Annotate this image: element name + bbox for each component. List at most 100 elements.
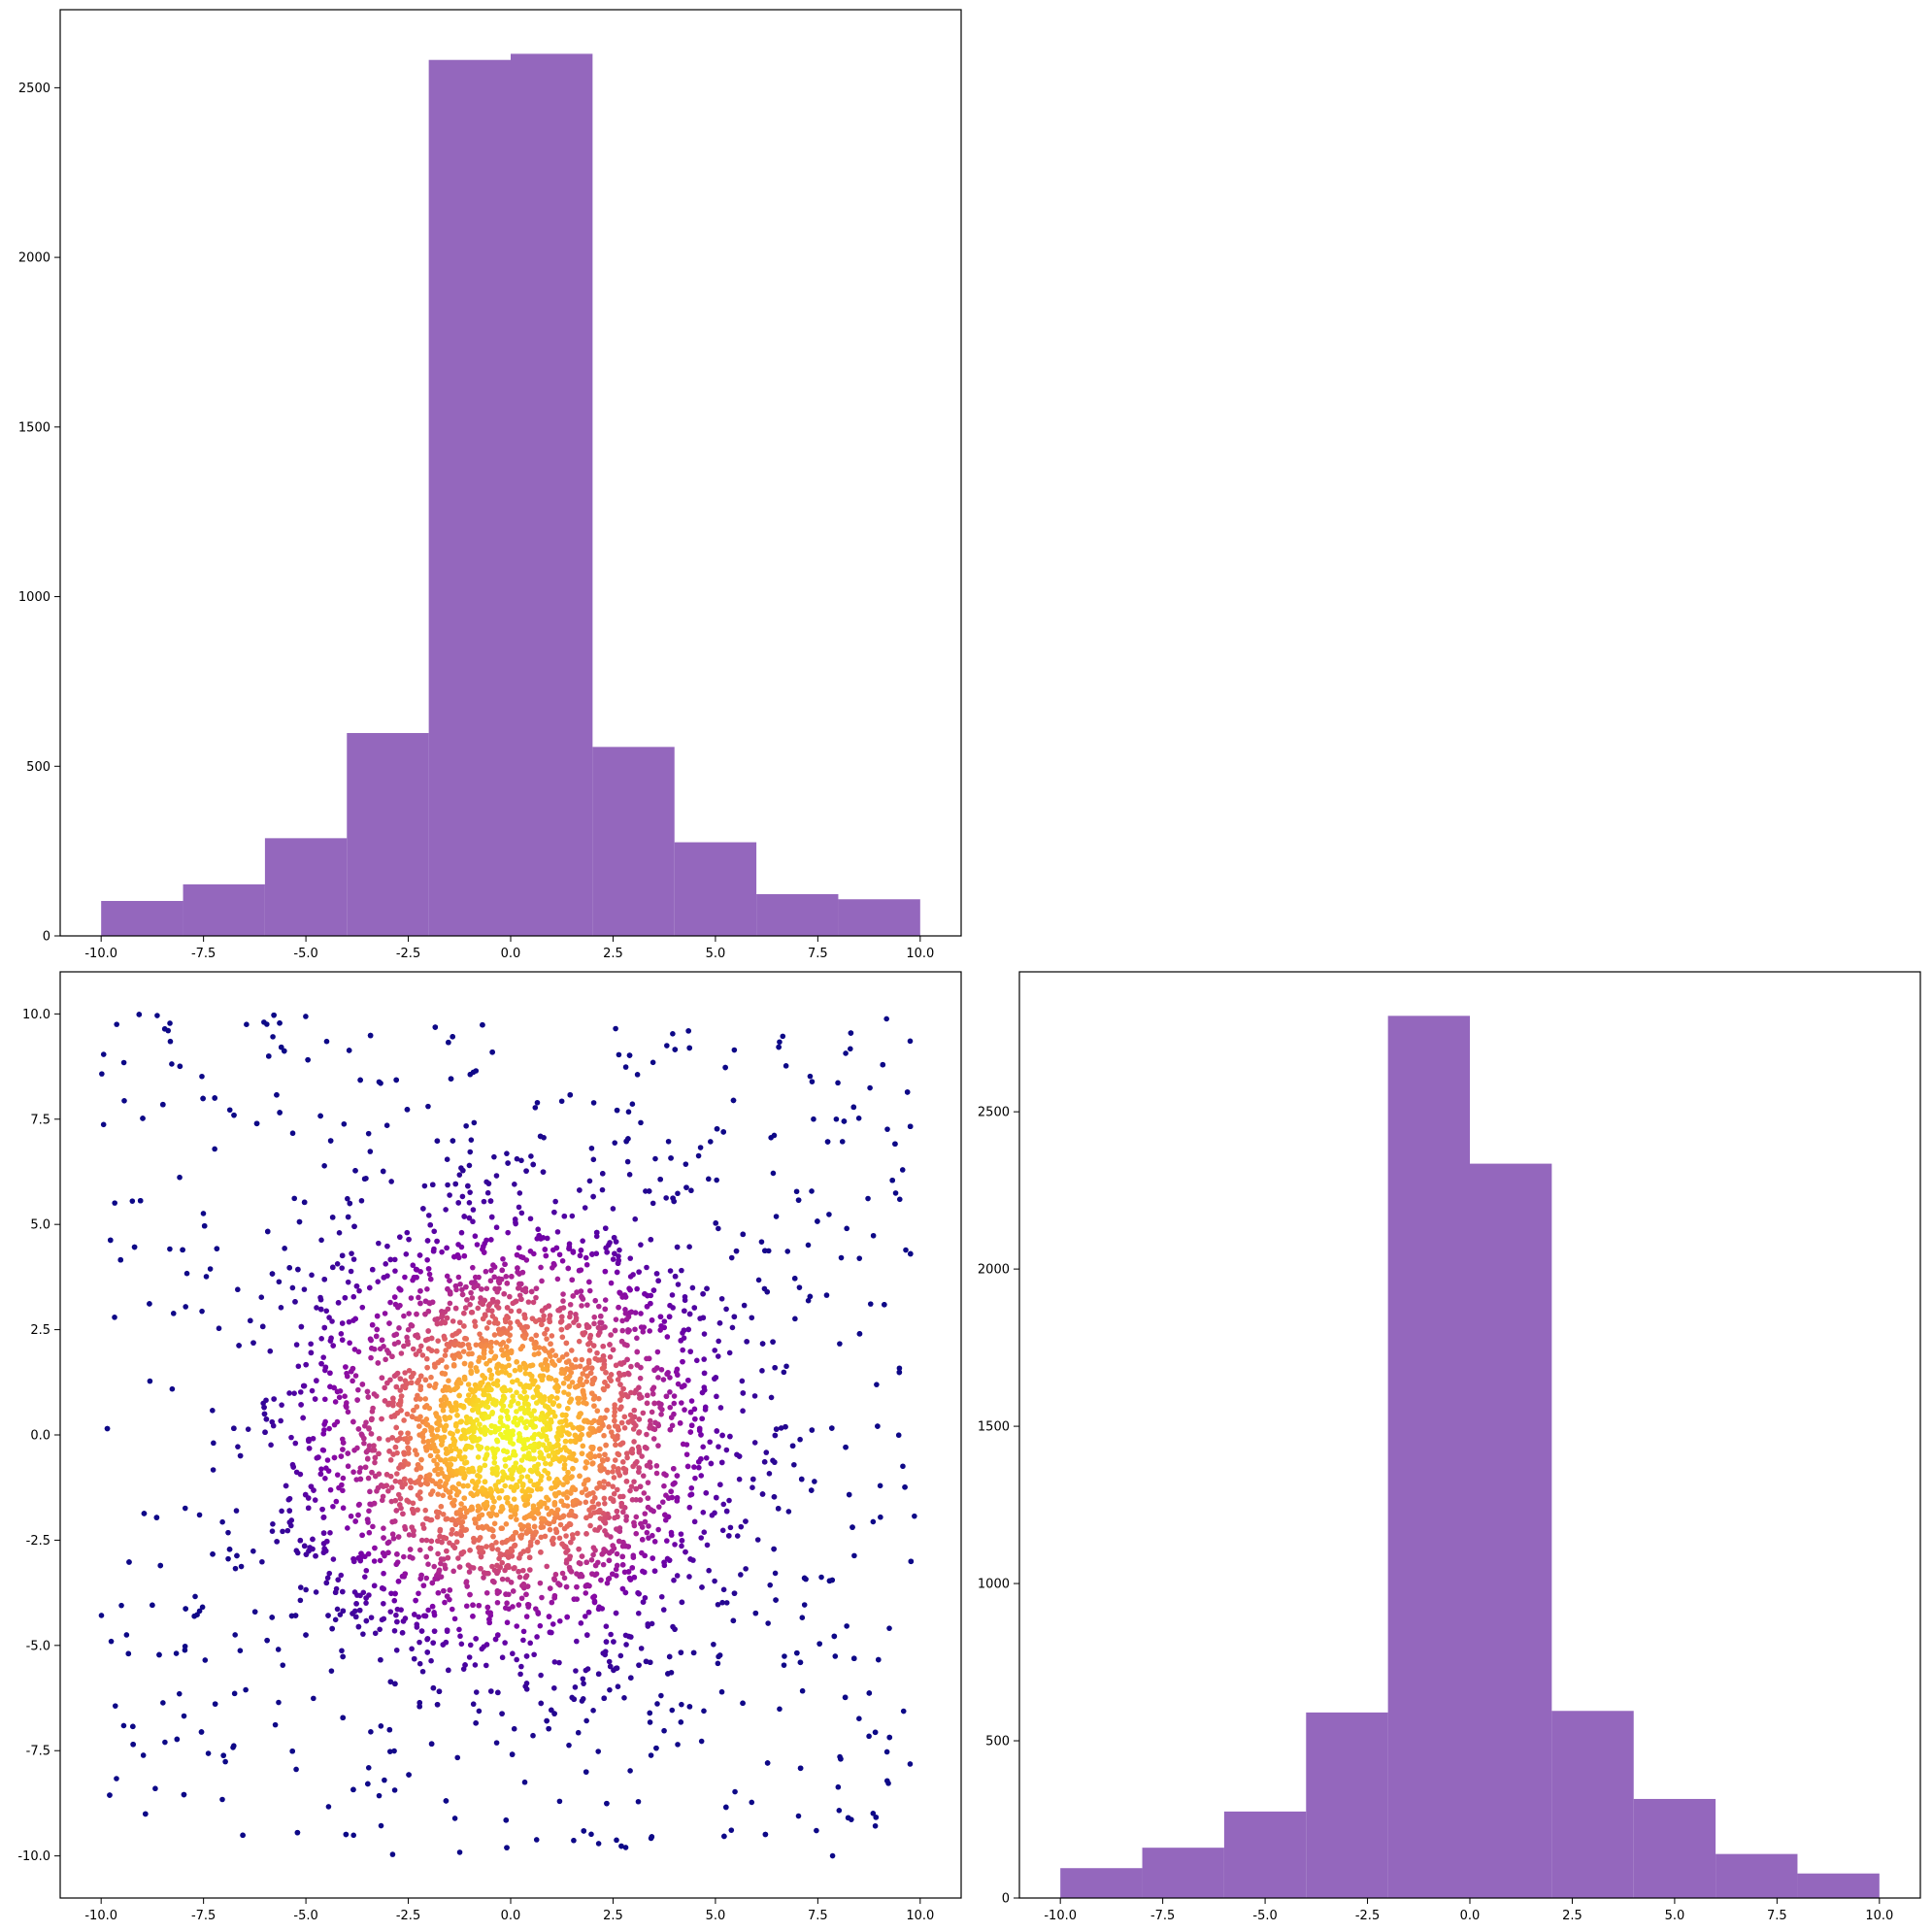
scatter-point <box>438 1504 445 1510</box>
scatter-point <box>492 1402 499 1408</box>
scatter-point <box>427 1546 434 1551</box>
scatter-point <box>896 1369 903 1376</box>
scatter-point <box>137 1197 144 1204</box>
scatter-point <box>503 1409 510 1416</box>
scatter-point <box>495 1370 502 1377</box>
scatter-point <box>663 1393 670 1400</box>
scatter-point <box>313 1589 319 1595</box>
scatter-point <box>351 1347 358 1352</box>
scatter-point <box>328 1668 335 1674</box>
scatter-point <box>608 1495 614 1502</box>
scatter-point <box>794 1649 800 1656</box>
scatter-point <box>483 1268 489 1275</box>
scatter-point <box>461 1505 468 1512</box>
scatter-point <box>599 1456 606 1463</box>
scatter-point <box>535 1350 542 1356</box>
scatter-point <box>484 1189 491 1196</box>
scatter-point <box>286 1495 293 1502</box>
scatter-point <box>150 1602 155 1609</box>
scatter-point <box>211 1440 217 1447</box>
scatter-point <box>219 1518 225 1525</box>
scatter-point <box>549 1485 554 1491</box>
scatter-point <box>678 1649 684 1655</box>
scatter-point <box>140 1116 146 1121</box>
scatter-point <box>507 1293 513 1300</box>
scatter-point <box>896 1196 903 1203</box>
scatter-point <box>536 1431 542 1438</box>
scatter-point <box>772 1570 779 1577</box>
scatter-point <box>483 1662 489 1669</box>
scatter-point <box>456 1849 463 1855</box>
scatter-point <box>320 1530 327 1536</box>
scatter-point <box>678 1531 684 1537</box>
scatter-point <box>612 1515 617 1521</box>
scatter-point <box>530 1732 536 1739</box>
scatter-point <box>842 1694 849 1701</box>
scatter-point <box>601 1695 608 1702</box>
scatter-point <box>809 1427 816 1433</box>
scatter-point <box>623 1316 630 1322</box>
scatter-point <box>454 1428 461 1434</box>
scatter-point <box>455 1489 462 1495</box>
scatter-point <box>596 1604 602 1611</box>
scatter-point <box>335 1300 342 1306</box>
scatter-point <box>342 1294 349 1301</box>
scatter-point <box>612 1327 618 1334</box>
scatter-point <box>200 1211 207 1216</box>
scatter-point <box>114 1021 119 1027</box>
scatter-point <box>439 1357 445 1363</box>
scatter-point <box>196 1512 203 1518</box>
scatter-point <box>666 1653 673 1660</box>
scatter-point <box>584 1492 590 1498</box>
scatter-point <box>508 1514 514 1520</box>
scatter-point <box>740 1700 746 1707</box>
scatter-point <box>355 1426 362 1432</box>
scatter-point <box>539 1321 545 1328</box>
scatter-point <box>297 1584 304 1590</box>
scatter-point <box>450 1034 455 1040</box>
scatter-point <box>621 1695 627 1701</box>
scatter-point <box>334 1606 341 1613</box>
scatter-point <box>559 1353 566 1360</box>
scatter-point <box>416 1614 422 1620</box>
scatter-point <box>183 1606 188 1612</box>
x-tick-label: 5.0 <box>706 947 726 961</box>
scatter-point <box>635 1589 641 1596</box>
scatter-point <box>736 1476 743 1482</box>
scatter-point <box>428 1538 435 1545</box>
scatter-point <box>409 1373 416 1380</box>
scatter-point <box>340 1447 346 1452</box>
scatter-point <box>638 1324 645 1330</box>
scatter-point <box>622 1589 629 1596</box>
scatter-point <box>452 1446 459 1451</box>
scatter-point <box>466 1345 473 1351</box>
scatter-point <box>339 1252 346 1259</box>
scatter-point <box>406 1311 412 1316</box>
scatter-point <box>469 1295 476 1301</box>
scatter-point <box>350 1256 357 1262</box>
scatter-point <box>226 1107 233 1114</box>
scatter-point <box>880 1061 886 1068</box>
scatter-point <box>553 1477 560 1482</box>
scatter-point <box>375 1279 382 1284</box>
scatter-point <box>493 1740 500 1746</box>
scatter-point <box>340 1715 346 1721</box>
scatter-point <box>340 1487 346 1494</box>
scatter-point <box>583 1559 589 1566</box>
scatter-point <box>451 1616 458 1622</box>
scatter-point <box>504 1281 511 1286</box>
scatter-point <box>397 1402 403 1409</box>
scatter-point <box>284 1527 291 1534</box>
scatter-point <box>657 1327 664 1333</box>
scatter-point <box>451 1438 458 1445</box>
scatter-point <box>516 1190 523 1196</box>
scatter-point <box>98 1613 105 1618</box>
y-tick-label: 1500 <box>18 420 50 435</box>
scatter-point <box>603 1639 610 1645</box>
scatter-point <box>494 1562 500 1569</box>
scatter-point <box>480 1301 485 1308</box>
scatter-point <box>686 1045 692 1051</box>
scatter-point <box>371 1582 378 1589</box>
scatter-point <box>480 1021 485 1028</box>
scatter-point <box>759 1491 766 1497</box>
